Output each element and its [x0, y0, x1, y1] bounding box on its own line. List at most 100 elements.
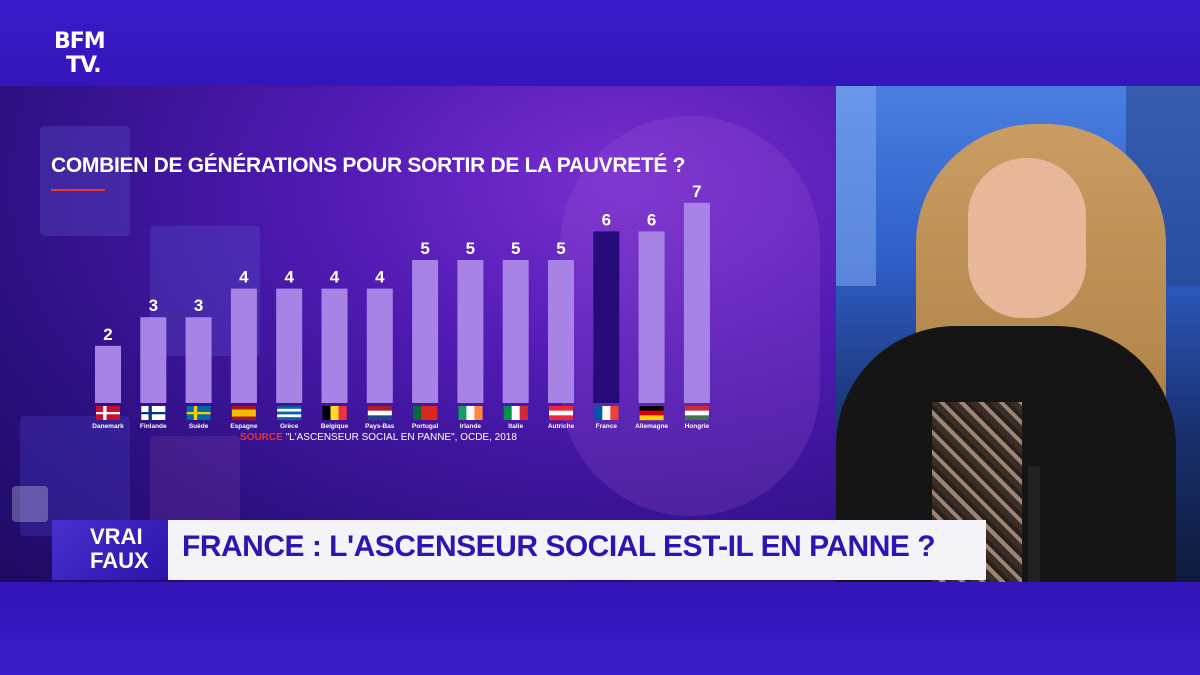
bar-irlande: [457, 260, 484, 403]
flag-stripe: [277, 417, 302, 421]
chart-title: COMBIEN DE GÉNÉRATIONS POUR SORTIR DE LA…: [51, 154, 686, 177]
bar-france: [593, 231, 620, 403]
flag-fr-icon: [594, 406, 619, 420]
flag-stripe: [684, 406, 709, 411]
bar-belgique: [321, 288, 348, 403]
flag-cross-h: [186, 412, 211, 415]
value-label: 6: [647, 210, 656, 229]
studio-video: [836, 86, 1200, 582]
value-label: 3: [149, 296, 158, 315]
top-band: [0, 0, 1200, 86]
flag-stripe: [429, 406, 438, 420]
bar-portugal: [412, 260, 439, 403]
flag-stripe: [330, 406, 339, 420]
studio-panel: [836, 86, 876, 286]
badge-vrai: VRAI: [90, 524, 143, 549]
category-label: Espagne: [230, 423, 257, 430]
flag-nl-icon: [367, 406, 392, 421]
flag-stripe: [367, 406, 392, 411]
value-label: 7: [692, 182, 701, 201]
value-label: 5: [556, 239, 565, 258]
flag-stripe: [639, 415, 664, 421]
flag-stripe: [549, 410, 573, 416]
flag-stripe: [503, 406, 512, 420]
bfmtv-logo: BFM TV.: [54, 30, 118, 82]
bar-espagne: [230, 288, 257, 403]
flag-stripe: [466, 406, 475, 420]
category-label: Irlande: [460, 423, 482, 430]
value-label: 4: [375, 268, 385, 287]
category-label: Allemagne: [635, 423, 668, 430]
source-text: "L'ASCENSEUR SOCIAL EN PANNE", OCDE, 201…: [285, 432, 517, 443]
value-label: 5: [420, 239, 429, 258]
category-label: Suède: [189, 423, 209, 430]
value-label: 2: [103, 325, 112, 344]
bar-autriche: [548, 260, 574, 403]
flag-stripe: [684, 415, 709, 421]
flag-stripe: [231, 416, 256, 421]
flag-cross-h: [96, 412, 120, 415]
decor-square: [12, 486, 48, 522]
bar-suède: [185, 317, 212, 403]
source-label: SOURCE: [240, 432, 283, 443]
bar-allemagne: [638, 231, 665, 403]
flag-stripe: [458, 406, 467, 420]
value-label: 3: [194, 296, 203, 315]
category-label: Danemark: [92, 423, 124, 430]
chart-source: SOURCE "L'ASCENSEUR SOCIAL EN PANNE", OC…: [240, 432, 517, 443]
flag-stripe: [639, 406, 664, 411]
flag-stripe: [277, 411, 302, 415]
flag-stripe: [277, 408, 302, 412]
flag-stripe: [322, 406, 331, 420]
value-label: 6: [602, 210, 611, 229]
flag-at-icon: [549, 406, 573, 421]
category-label: Belgique: [321, 423, 349, 430]
value-label: 4: [330, 268, 340, 287]
flag-stripe: [549, 406, 573, 411]
flag-stripe: [549, 415, 573, 421]
title-underline: [51, 189, 105, 191]
flag-gr-icon: [277, 406, 302, 421]
bar-hongrie: [683, 202, 710, 403]
flag-stripe: [413, 406, 422, 420]
flag-stripe: [231, 406, 256, 410]
bar-italie: [502, 260, 529, 403]
category-label: Grèce: [280, 423, 299, 430]
badge-faux: FAUX: [90, 548, 149, 573]
category-label: Hongrie: [685, 423, 710, 430]
bar-finlande: [140, 317, 167, 403]
headline: FRANCE : L'ASCENSEUR SOCIAL EST-IL EN PA…: [182, 530, 936, 563]
bar-grèce: [276, 288, 303, 403]
flag-stripe: [231, 413, 256, 417]
flag-stripe: [338, 406, 347, 420]
bottom-band: [0, 582, 1200, 675]
value-label: 4: [284, 268, 294, 287]
flag-stripe: [639, 410, 664, 416]
flag-es-icon: [231, 406, 256, 421]
flag-ie-icon: [458, 406, 483, 420]
flag-se-icon: [186, 406, 211, 420]
bar-pays-bas: [366, 288, 393, 403]
logo-line-2: TV.: [66, 53, 102, 78]
flag-stripe: [231, 409, 256, 414]
flag-stripe: [474, 406, 483, 420]
decor-square: [20, 416, 130, 536]
flag-stripe: [519, 406, 528, 420]
flag-hu-icon: [684, 406, 709, 421]
category-label: Italie: [508, 423, 523, 430]
flag-be-icon: [322, 406, 347, 420]
flag-stripe: [684, 410, 709, 416]
flag-dk-icon: [96, 406, 120, 420]
value-label: 5: [466, 239, 475, 258]
logo-line-1: BFM: [54, 29, 106, 54]
flag-de-icon: [639, 406, 664, 421]
value-label: 5: [511, 239, 520, 258]
lower-third-panel: [164, 520, 986, 580]
flag-stripe: [594, 406, 603, 420]
category-label: Portugal: [412, 423, 439, 430]
category-label: France: [596, 423, 618, 430]
flag-stripe: [511, 406, 520, 420]
category-label: Autriche: [548, 423, 575, 430]
decor-square: [40, 126, 130, 236]
flag-pt-icon: [413, 406, 438, 420]
